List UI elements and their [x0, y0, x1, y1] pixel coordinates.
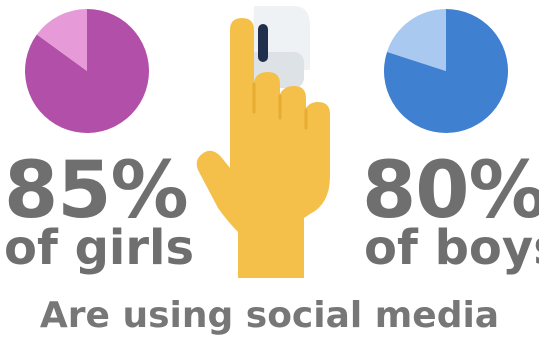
- pointing-hand-icon: [196, 6, 330, 278]
- pie-chart-boys: [384, 9, 508, 133]
- pie-girls-slice-0: [24, 9, 149, 133]
- pie-girls-slice-1: [36, 9, 87, 71]
- percent-label-girls: 85%: [4, 146, 189, 236]
- caption: Are using social media: [39, 295, 500, 336]
- group-label-girls: of girls: [4, 220, 195, 276]
- percent-label-boys: 80%: [362, 146, 539, 236]
- pie-chart-girls: [24, 9, 149, 133]
- pie-boys-slice-1: [387, 9, 446, 71]
- group-label-boys: of boys: [364, 220, 539, 276]
